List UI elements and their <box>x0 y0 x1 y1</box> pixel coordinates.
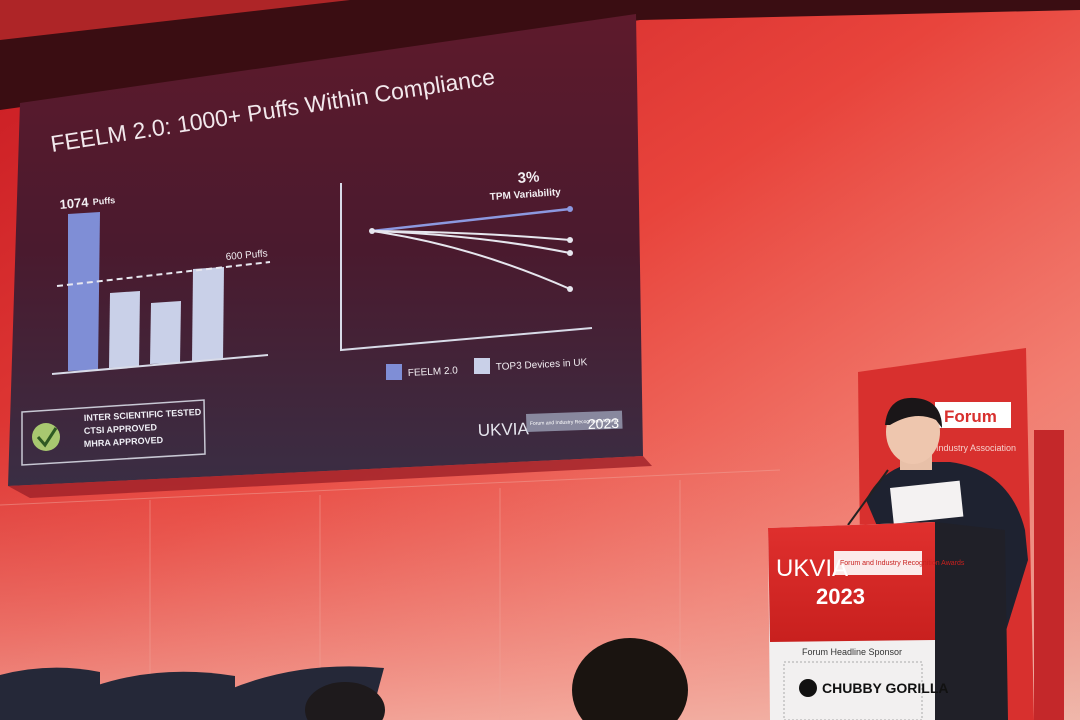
sponsor-box <box>783 661 923 720</box>
podium-caption: Forum and Industry Recognition Awards <box>840 560 965 567</box>
variability-value: 3% <box>517 169 540 187</box>
legend-swatch <box>474 358 490 374</box>
trend-line <box>371 230 571 254</box>
slide-logo: UKVIA Forum and Industry Recognition Awa… <box>477 410 623 440</box>
banner-side <box>1034 430 1064 720</box>
bar-label-unit: Puffs <box>92 195 115 207</box>
audience <box>0 638 688 720</box>
podium: UKVIA Forum and Industry Recognition Awa… <box>768 522 1008 720</box>
check-icon <box>32 423 60 451</box>
banner-subtitle: Industry Association <box>936 443 1016 453</box>
podium-year: 2023 <box>816 584 865 609</box>
line-axes <box>340 183 593 352</box>
legend-label: FEELM 2.0 <box>408 365 459 379</box>
line-chart: 3% TPM Variability FEELM 2.0 TOP3 Device… <box>340 169 593 380</box>
check-mark <box>36 427 58 448</box>
logo-caption: Forum and Industry Recognition Awards <box>530 418 619 427</box>
threshold-line <box>56 261 271 287</box>
badge-text: MHRA APPROVED <box>84 435 164 449</box>
bar-chart: 1074 Puffs 600 Puffs <box>51 194 271 375</box>
slide-edge <box>8 456 652 498</box>
sponsor-icon <box>799 679 817 697</box>
trend-line <box>371 207 571 233</box>
variability-label: TPM Variability <box>489 187 561 203</box>
bar-device <box>192 267 224 361</box>
bar-feelm <box>68 212 100 371</box>
sponsor: CHUBBY GORILLA <box>822 680 949 696</box>
trend-points <box>369 206 573 292</box>
legend-label: TOP3 Devices in UK <box>496 357 588 373</box>
bar-device <box>109 291 140 368</box>
ceiling-band <box>0 0 1080 110</box>
badge-box <box>21 399 206 466</box>
badge-text: CTSI APPROVED <box>84 422 158 436</box>
logo-plate <box>526 410 623 432</box>
banner-plate <box>935 402 1011 428</box>
bar-label: 1074 <box>59 194 90 212</box>
bar-device <box>150 301 181 364</box>
ceiling-light <box>0 0 350 40</box>
legend-swatch <box>386 364 402 380</box>
logo: UKVIA <box>477 419 529 440</box>
trend-line <box>371 230 571 290</box>
bar-baseline <box>51 354 269 375</box>
threshold-label: 600 Puffs <box>225 248 268 263</box>
sponsor-heading: Forum Headline Sponsor <box>802 647 902 657</box>
badges: INTER SCIENTIFIC TESTED CTSI APPROVED MH… <box>21 399 206 466</box>
logo-year: 2023 <box>588 415 620 432</box>
banner-title: Forum <box>944 407 997 426</box>
podium-plate <box>834 551 922 575</box>
